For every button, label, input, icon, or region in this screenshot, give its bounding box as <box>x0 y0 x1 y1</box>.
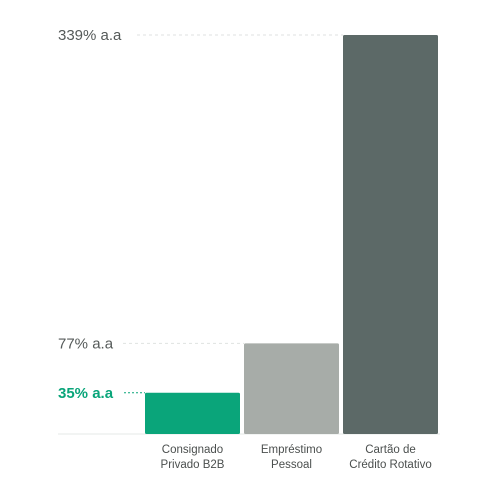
bar <box>343 35 438 434</box>
value-label: 339% a.a <box>58 27 122 44</box>
bar <box>145 392 240 434</box>
value-label: 77% a.a <box>58 335 114 352</box>
reference-labels: 35% a.a 77% a.a 339% a.a <box>58 27 122 402</box>
bars <box>145 35 438 434</box>
category-label: Cartão de <box>365 444 416 456</box>
category-label: Pessoal <box>271 459 312 471</box>
bar <box>244 343 339 434</box>
category-label: Empréstimo <box>261 444 322 456</box>
category-label: Consignado <box>162 444 223 456</box>
category-labels: Consignado Privado B2B Empréstimo Pessoal Ca… <box>161 444 432 471</box>
category-label: Privado B2B <box>161 459 225 471</box>
reference-lines <box>123 34 343 394</box>
category-label: Crédito Rotativo <box>349 459 431 471</box>
value-label: 35% a.a <box>58 385 114 402</box>
